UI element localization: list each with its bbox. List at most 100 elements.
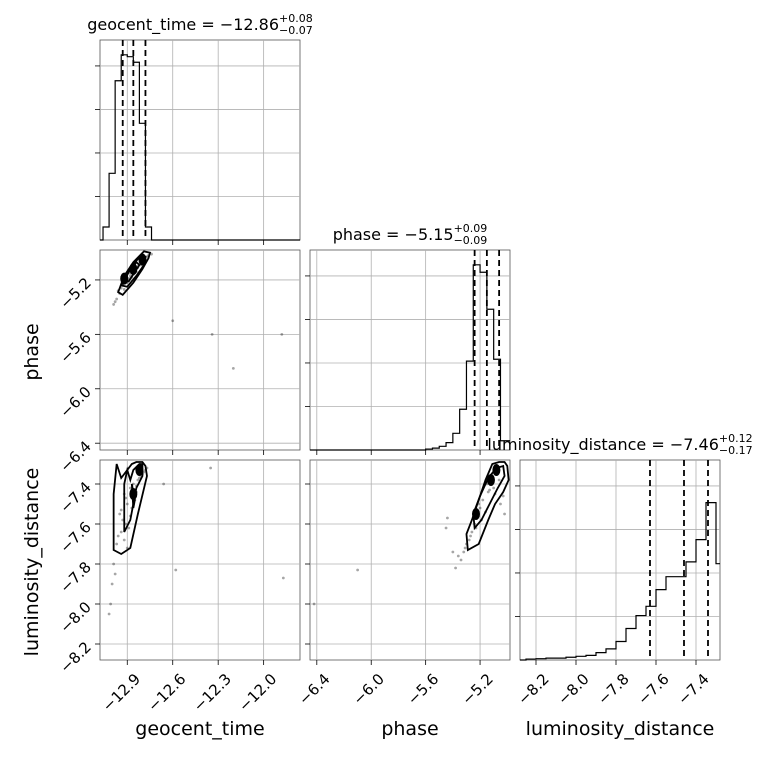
title-upper-error: +0.09 (454, 222, 488, 235)
sample-point (174, 568, 178, 572)
sample-point (503, 512, 506, 516)
y-axis-label-luminosity-distance: luminosity_distance (21, 468, 43, 657)
sample-point (492, 486, 496, 490)
x-tick-label-phase-1: −6.0 (349, 670, 387, 708)
contour-level-3 (122, 260, 141, 283)
sample-point (356, 568, 360, 572)
sample-point (312, 602, 316, 606)
sample-point (119, 508, 123, 512)
sample-point (125, 502, 129, 506)
y-tick-label-phase-1: −6.0 (56, 383, 94, 421)
title-value: luminosity_distance = −7.46 (487, 435, 718, 455)
sample-point (112, 303, 116, 306)
contour-level-2 (472, 464, 506, 531)
sample-point (456, 554, 460, 558)
panel-hist-geocent-time (95, 39, 301, 245)
sample-point (122, 538, 126, 542)
contour-level-1 (117, 250, 152, 297)
y-tick-label-luminosity-distance-1: −8.0 (56, 598, 94, 636)
density-core-0 (135, 464, 144, 476)
histogram-step-geocent-time (100, 54, 300, 241)
sample-point (128, 486, 132, 490)
sample-point (469, 534, 472, 538)
sample-point (478, 506, 482, 510)
density-core-0 (129, 263, 138, 276)
x-tick-label-luminosity-distance-0: −8.2 (514, 670, 552, 708)
sample-point (454, 566, 457, 570)
sample-point (113, 572, 117, 576)
y-axis-label-phase: phase (21, 323, 43, 380)
title-upper-error: +0.08 (279, 12, 313, 25)
sample-point (488, 488, 491, 492)
x-tick-label-geocent-time-3: −12.0 (235, 670, 280, 715)
y-tick-label-phase-2: −5.6 (56, 328, 94, 366)
sample-point (122, 288, 126, 291)
sample-point (162, 482, 166, 486)
y-tick-label-luminosity-distance-0: −8.2 (56, 638, 94, 676)
density-core-1 (129, 488, 138, 500)
panel-frame (309, 459, 511, 661)
sample-point (171, 319, 175, 323)
sample-point (116, 534, 120, 538)
sample-point (107, 612, 111, 616)
y-tick-label-luminosity-distance-3: −7.6 (56, 518, 94, 556)
sample-point (115, 297, 119, 301)
sample-point (486, 490, 490, 494)
panel-frame (519, 459, 721, 661)
y-tick-label-phase-0: −6.4 (56, 437, 94, 475)
diagonal-title-geocent-time: geocent_time = −12.86+0.08 (87, 12, 313, 35)
title-lower-error: −0.09 (454, 234, 488, 247)
panel-hist-phase (305, 249, 511, 455)
sample-point (118, 512, 122, 516)
density-core-0 (486, 474, 495, 486)
sample-point (501, 494, 505, 498)
x-axis-label-luminosity-distance: luminosity_distance (526, 718, 715, 740)
axis-labels-layer: geocent_time phase luminosity_distance p… (21, 323, 714, 740)
panel-hist-luminosity-distance: −8.2 −8.0 −7.8 −7.6 −7.4 (514, 459, 721, 709)
histogram-step-luminosity-distance (520, 501, 720, 661)
sample-point (459, 558, 463, 562)
sample-point (470, 530, 474, 534)
x-tick-label-luminosity-distance-3: −7.6 (634, 670, 672, 708)
sample-point (119, 530, 123, 534)
panel-2d-luminosity-distance-vs-phase: −6.4 −6.0 −5.6 −5.2 (295, 459, 511, 709)
sample-point (281, 576, 285, 580)
density-core-2 (138, 253, 147, 266)
sample-point (499, 502, 502, 506)
sample-point (150, 252, 153, 256)
x-tick-label-geocent-time-1: −12.6 (144, 670, 189, 715)
x-tick-label-luminosity-distance-2: −7.8 (594, 670, 632, 708)
x-axis-label-geocent-time: geocent_time (135, 718, 264, 740)
titles-layer: geocent_time = −12.86+0.08−0.07 phase = −… (87, 12, 752, 457)
sample-point (115, 542, 119, 546)
x-tick-label-phase-2: −5.6 (404, 670, 442, 708)
title-value: geocent_time = −12.86 (87, 15, 279, 35)
panel-2d-phase-vs-geocent-time: −6.4 −6.0 −5.6 −5.2 (56, 249, 301, 476)
sample-point (462, 550, 466, 554)
y-tick-label-luminosity-distance-2: −7.8 (56, 558, 94, 596)
x-tick-label-phase-0: −6.4 (295, 670, 333, 708)
density-core-1 (120, 272, 129, 285)
title-upper-error: +0.12 (719, 432, 753, 445)
sample-point (231, 366, 235, 370)
sample-point (481, 498, 485, 502)
sample-point (280, 332, 284, 336)
sample-point (112, 562, 116, 566)
x-tick-label-geocent-time-2: −12.3 (190, 670, 235, 715)
sample-point (209, 466, 213, 470)
sample-point (113, 300, 117, 304)
x-tick-label-luminosity-distance-1: −8.0 (554, 670, 592, 708)
sample-point (444, 526, 448, 530)
x-axis-label-phase: phase (381, 718, 438, 740)
panel-2d-luminosity-distance-vs-geocent-time: −12.9 −12.6 −12.3 −12.0 −8.2−8.0−7.8−7.6−7.4 (56, 459, 301, 715)
density-core-2 (492, 464, 501, 476)
contour-level-2 (123, 463, 144, 533)
panel-frame (99, 39, 301, 241)
x-tick-label-geocent-time-0: −12.9 (99, 670, 144, 715)
sample-point (446, 516, 449, 520)
panel-frame (99, 459, 301, 661)
title-lower-error: −0.17 (719, 444, 753, 457)
x-tick-label-phase-3: −5.2 (458, 670, 496, 708)
sample-point (110, 582, 114, 586)
